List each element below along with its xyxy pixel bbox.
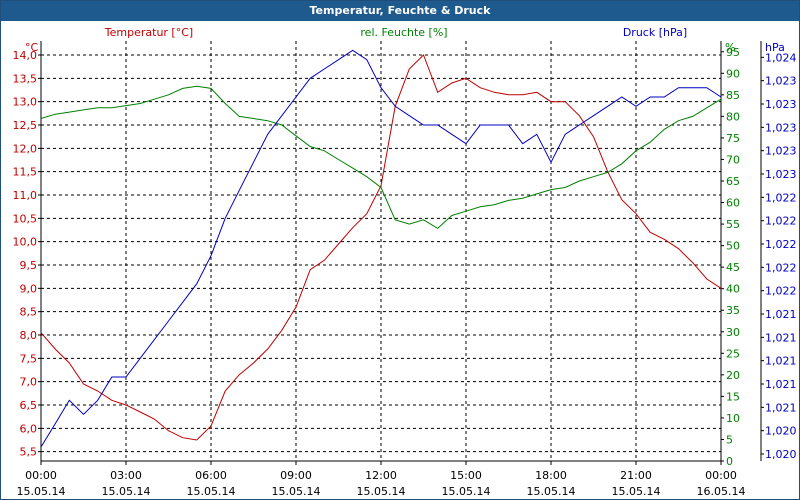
y-tick-label-pressure: 1,023 [765,75,797,88]
x-tick-label-date: 15.05.14 [442,485,491,498]
y-tick-label-humidity: 20 [726,369,740,382]
y-tick-label-temperature: 11,5 [13,166,38,179]
y-tick-label-pressure: 1,023 [765,98,797,111]
y-tick-label-pressure: 1,023 [765,145,797,158]
y-tick-label-temperature: 10,5 [13,212,38,225]
y-tick-label-humidity: 15 [726,390,740,403]
series-line-temperature [40,54,722,441]
y-tick-label-pressure: 1,020 [765,448,797,461]
axis-title-pressure: Druck [hPa] [623,26,687,39]
y-tick-label-temperature: 13,5 [13,72,38,85]
unit-label-humidity: % [725,41,735,54]
y-tick-label-pressure: 1,024 [765,51,797,64]
y-tick-label-temperature: 9,0 [20,282,38,295]
y-tick-label-humidity: 5 [726,433,733,446]
y-tick-label-pressure: 1,021 [765,355,797,368]
y-tick-label-pressure: 1,023 [765,121,797,134]
y-tick-label-temperature: 8,0 [20,329,38,342]
y-tick-label-humidity: 55 [726,218,740,231]
x-tick-label-date: 15.05.14 [612,485,661,498]
x-tick-label-date: 16.05.14 [697,485,746,498]
window-title: Temperatur, Feuchte & Druck [1,1,799,21]
y-tick-label-humidity: 95 [726,46,740,59]
y-tick-label-humidity: 50 [726,240,740,253]
y-tick-label-pressure: 1,021 [765,401,797,414]
y-tick-label-temperature: 7,0 [20,376,38,389]
y-tick-label-pressure: 1,022 [765,191,797,204]
x-tick-label-time: 06:00 [195,469,227,482]
x-tick-label-time: 09:00 [280,469,312,482]
y-tick-label-humidity: 45 [726,261,740,274]
y-tick-label-humidity: 25 [726,347,740,360]
y-tick-label-temperature: 7,5 [20,352,38,365]
y-tick-label-temperature: 9,5 [20,259,38,272]
y-tick-label-temperature: 11,0 [13,189,38,202]
x-tick-label-time: 18:00 [535,469,567,482]
y-tick-label-pressure: 1,022 [765,215,797,228]
y-tick-label-humidity: 30 [726,326,740,339]
y-tick-label-humidity: 35 [726,304,740,317]
y-tick-label-temperature: 13,0 [13,96,38,109]
y-tick-label-temperature: 6,0 [20,422,38,435]
y-tick-label-pressure: 1,021 [765,331,797,344]
y-tick-label-pressure: 1,021 [765,308,797,321]
y-tick-label-pressure: 1,022 [765,285,797,298]
unit-label-pressure: hPa [765,41,785,54]
unit-label-temperature: °C [25,41,39,54]
series-line-pressure [40,49,722,448]
y-tick-label-humidity: 85 [726,89,740,102]
x-tick-label-time: 03:00 [110,469,142,482]
y-tick-label-humidity: 80 [726,110,740,123]
y-tick-label-humidity: 0 [726,455,733,468]
x-tick-label-date: 15.05.14 [102,485,151,498]
y-tick-label-humidity: 90 [726,67,740,80]
x-tick-label-time: 12:00 [365,469,397,482]
y-tick-label-pressure: 1,021 [765,378,797,391]
x-tick-label-time: 21:00 [620,469,652,482]
y-tick-label-humidity: 65 [726,175,740,188]
y-tick-label-temperature: 12,5 [13,119,38,132]
axis-title-temperature: Temperatur [°C] [104,26,193,39]
x-tick-label-time: 00:00 [25,469,57,482]
x-tick-label-date: 15.05.14 [187,485,236,498]
x-tick-label-date: 15.05.14 [272,485,321,498]
y-tick-label-pressure: 1,020 [765,425,797,438]
y-tick-label-temperature: 8,5 [20,306,38,319]
y-tick-label-humidity: 40 [726,283,740,296]
y-tick-label-pressure: 1,023 [765,168,797,181]
x-tick-label-time: 00:00 [705,469,737,482]
y-tick-label-temperature: 6,5 [20,399,38,412]
y-tick-label-pressure: 1,022 [765,238,797,251]
axis-title-humidity: rel. Feuchte [%] [360,26,447,39]
y-tick-label-humidity: 10 [726,412,740,425]
y-tick-label-temperature: 12,0 [13,142,38,155]
x-tick-label-date: 15.05.14 [527,485,576,498]
y-tick-label-temperature: 14,0 [13,49,38,62]
x-tick-label-time: 15:00 [450,469,482,482]
y-tick-label-temperature: 5,5 [20,446,38,459]
y-tick-label-humidity: 70 [726,153,740,166]
x-tick-label-date: 15.05.14 [17,485,66,498]
y-tick-label-humidity: 75 [726,132,740,145]
series-line-humidity [40,85,722,230]
y-tick-label-pressure: 1,022 [765,261,797,274]
x-tick-label-date: 15.05.14 [357,485,406,498]
y-tick-label-humidity: 60 [726,197,740,210]
y-tick-label-temperature: 10,0 [13,236,38,249]
